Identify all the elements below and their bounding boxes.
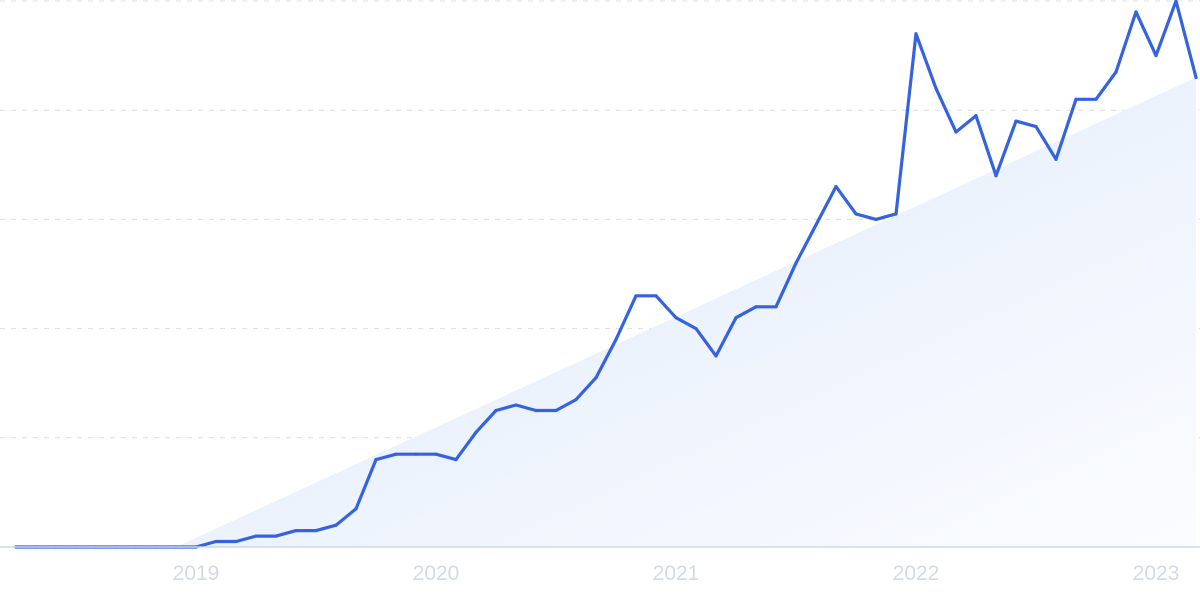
data-point	[374, 458, 378, 462]
data-point	[694, 327, 698, 331]
data-point	[854, 212, 858, 216]
data-point	[514, 403, 518, 407]
x-tick-label: 2019	[173, 562, 220, 585]
data-point	[214, 539, 218, 544]
data-point	[934, 86, 938, 90]
data-point	[574, 397, 578, 402]
data-point	[594, 376, 598, 380]
data-point	[714, 354, 718, 358]
data-point	[1174, 0, 1178, 3]
data-point	[414, 452, 418, 456]
data-point	[434, 452, 438, 456]
data-point	[974, 114, 978, 118]
data-point	[1034, 124, 1038, 129]
data-point	[474, 430, 478, 434]
data-point	[1194, 75, 1198, 80]
data-point	[734, 316, 738, 320]
data-point	[1014, 119, 1018, 123]
data-point	[274, 534, 278, 538]
data-point	[534, 408, 538, 413]
data-point	[794, 261, 798, 265]
data-point	[1134, 10, 1138, 14]
data-point	[494, 408, 498, 413]
series-line	[14, 0, 1198, 549]
trend-area	[176, 77, 1196, 547]
data-point	[454, 458, 458, 462]
data-point	[354, 507, 358, 511]
x-axis-ticks: 2019 2020 2021 2022 2023	[173, 562, 1180, 585]
data-point	[954, 130, 958, 134]
data-point	[774, 305, 778, 309]
data-point	[314, 529, 318, 533]
data-point	[1054, 157, 1058, 161]
data-point	[1094, 97, 1098, 101]
data-point	[894, 212, 898, 216]
data-point	[614, 337, 618, 342]
data-point	[394, 452, 398, 456]
data-point	[914, 32, 918, 36]
data-point	[994, 174, 998, 178]
x-tick-label: 2022	[893, 562, 940, 585]
x-tick-label: 2020	[413, 562, 460, 585]
data-point	[254, 534, 258, 538]
data-point	[814, 223, 818, 227]
data-point	[874, 217, 878, 221]
data-point	[754, 305, 758, 309]
data-point	[1114, 70, 1118, 74]
data-point	[1074, 97, 1078, 101]
data-point	[554, 408, 558, 413]
data-point	[634, 294, 638, 298]
data-point	[1154, 54, 1158, 58]
grid-lines	[0, 0, 1200, 439]
x-tick-label: 2021	[653, 562, 700, 585]
x-tick-label: 2023	[1133, 562, 1180, 585]
data-point	[834, 185, 838, 189]
data-point	[294, 529, 298, 533]
data-point	[654, 294, 658, 298]
data-point	[334, 523, 338, 527]
data-point	[234, 539, 238, 544]
data-point	[674, 316, 678, 320]
